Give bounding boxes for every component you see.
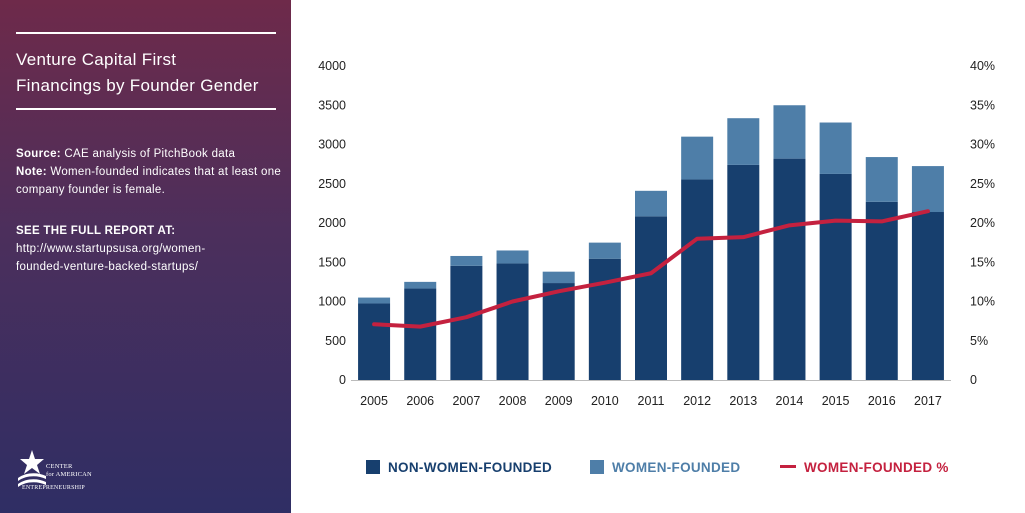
note-line: Note: Women-founded indicates that at le…	[16, 163, 286, 199]
x-tick-label: 2006	[406, 394, 434, 408]
info-sidebar: Venture Capital First Financings by Foun…	[0, 0, 291, 513]
y-tick-label: 2500	[318, 177, 346, 191]
x-tick-label: 2016	[868, 394, 896, 408]
report-url-line-2[interactable]: founded-venture-backed-startups/	[16, 261, 199, 273]
x-tick-label: 2009	[545, 394, 573, 408]
y-tick-label: 3000	[318, 138, 346, 152]
y-tick-label: 3500	[318, 98, 346, 112]
bar-women-2007	[450, 255, 483, 266]
bar-non-women-2006	[404, 288, 437, 380]
legend-swatch-non-women	[366, 460, 380, 474]
y2-tick-label: 5%	[970, 334, 988, 348]
logo-line-2: for AMERICAN	[46, 470, 92, 478]
bar-non-women-2017	[911, 212, 944, 380]
y2-tick-label: 25%	[970, 177, 995, 191]
bar-women-2013	[727, 118, 760, 165]
stacked-bar-chart: 0 500 1000 1500 2000 2500 3000 3500 4000 0 5% 10% 1…	[318, 59, 995, 408]
y-tick-label: 2000	[318, 216, 346, 230]
y2-tick-label: 40%	[970, 59, 995, 73]
bar-women-2017	[911, 166, 944, 213]
note-label: Note:	[16, 166, 47, 178]
y-tick-label: 1500	[318, 255, 346, 269]
y-tick-label: 4000	[318, 59, 346, 73]
women-founded-pct-line	[372, 209, 930, 329]
bar-non-women-2009	[542, 283, 575, 380]
bar-non-women-2016	[865, 201, 898, 380]
y-tick-label: 1000	[318, 295, 346, 309]
legend-women: WOMEN-FOUNDED	[590, 460, 740, 475]
y2-tick-label: 15%	[970, 255, 995, 269]
legend-pct: WOMEN-FOUNDED %	[780, 460, 949, 475]
x-axis-labels: 2005 2006 2007 2008 2009 2010 2011 2012 2013 2014…	[360, 394, 942, 408]
legend-label-women: WOMEN-FOUNDED	[612, 460, 741, 475]
percent-line-series	[372, 209, 930, 329]
cae-logo-icon	[18, 450, 46, 487]
logo-line-1: CENTER	[46, 463, 73, 470]
bar-women-2011	[635, 190, 667, 217]
x-tick-label: 2014	[776, 394, 804, 408]
logo-text: CENTER for AMERICAN ENTREPRENEURSHIP	[22, 463, 92, 491]
bar-women-2010	[588, 242, 621, 259]
bar-non-women-2014	[773, 158, 806, 380]
source-notes: Source: CAE analysis of PitchBook data N…	[16, 145, 286, 199]
x-tick-label: 2015	[822, 394, 850, 408]
bar-series	[358, 105, 944, 380]
note-text: Women-founded indicates that at least on…	[16, 166, 282, 196]
x-tick-label: 2011	[638, 394, 665, 408]
legend-non-women: NON-WOMEN-FOUNDED	[366, 460, 552, 475]
bar-non-women-2008	[496, 263, 529, 380]
bar-women-2016	[865, 157, 898, 202]
bar-women-2006	[404, 281, 437, 289]
bar-women-2014	[773, 105, 806, 159]
legend-swatch-pct	[780, 465, 796, 468]
x-tick-label: 2005	[360, 394, 388, 408]
legend-label-non-women: NON-WOMEN-FOUNDED	[388, 460, 553, 475]
bar-women-2008	[496, 250, 529, 264]
y2-tick-label: 20%	[970, 216, 995, 230]
bar-women-2015	[819, 122, 852, 174]
x-tick-label: 2013	[729, 394, 757, 408]
bar-women-2012	[681, 136, 714, 180]
bar-non-women-2005	[358, 303, 391, 380]
y-tick-label: 0	[339, 373, 346, 387]
bar-non-women-2012	[681, 179, 714, 380]
x-tick-label: 2007	[452, 394, 480, 408]
bar-non-women-2015	[819, 173, 852, 380]
x-tick-label: 2010	[591, 394, 619, 408]
bar-women-2005	[358, 297, 391, 304]
x-tick-label: 2012	[683, 394, 711, 408]
top-rule	[16, 32, 276, 34]
source-label: Source:	[16, 148, 61, 160]
source-line: Source: CAE analysis of PitchBook data	[16, 145, 286, 163]
bar-non-women-2013	[727, 164, 760, 380]
logo-line-3: ENTREPRENEURSHIP	[22, 485, 85, 491]
report-heading: SEE THE FULL REPORT AT:	[16, 225, 176, 237]
y2-tick-label: 30%	[970, 138, 995, 152]
legend-label-pct: WOMEN-FOUNDED %	[804, 460, 949, 475]
source-text: CAE analysis of PitchBook data	[64, 148, 236, 160]
right-axis: 0 5% 10% 15% 20% 25% 30% 35% 40%	[970, 59, 995, 387]
title-line-1: Venture Capital First	[16, 50, 177, 69]
y2-tick-label: 0	[970, 373, 977, 387]
bar-women-2009	[542, 271, 575, 284]
bar-non-women-2010	[588, 258, 621, 380]
x-tick-label: 2008	[499, 394, 527, 408]
report-block: SEE THE FULL REPORT AT: http://www.start…	[16, 222, 286, 276]
x-tick-label: 2017	[914, 394, 942, 408]
bottom-rule	[16, 108, 276, 110]
title-line-2: Financings by Founder Gender	[16, 76, 259, 95]
y-tick-label: 500	[325, 334, 346, 348]
report-url-line-1[interactable]: http://www.startupsusa.org/women-	[16, 243, 206, 255]
bar-non-women-2011	[635, 216, 667, 380]
chart-title: Venture Capital First Financings by Foun…	[16, 47, 286, 99]
bar-non-women-2007	[450, 265, 483, 380]
y2-tick-label: 10%	[970, 295, 995, 309]
y2-tick-label: 35%	[970, 98, 995, 112]
left-axis: 0 500 1000 1500 2000 2500 3000 3500 4000	[318, 59, 951, 387]
legend-swatch-women	[590, 460, 604, 474]
